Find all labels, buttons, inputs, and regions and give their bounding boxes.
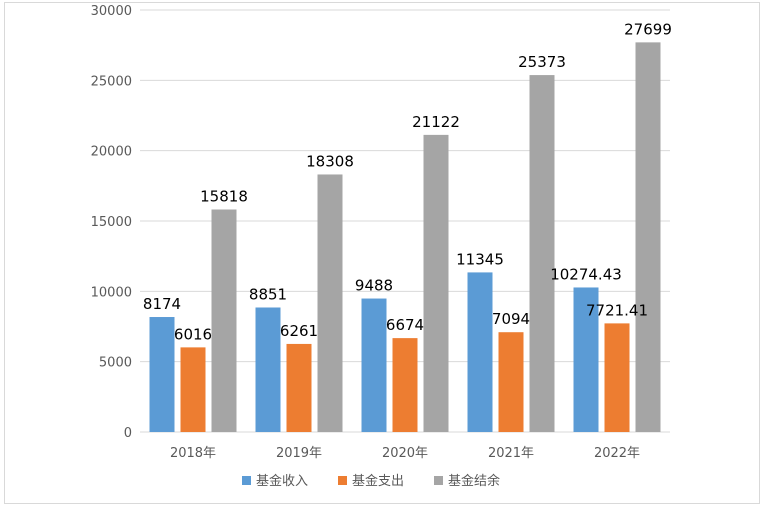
data-label: 8174 — [143, 295, 181, 313]
data-label: 6261 — [280, 322, 318, 340]
y-tick-label: 0 — [124, 426, 132, 441]
x-tick-label: 2021年 — [488, 446, 534, 461]
legend-entry: 基金结余 — [448, 473, 500, 489]
data-label: 6674 — [386, 316, 424, 334]
bar — [423, 134, 449, 433]
y-tick-label: 30000 — [91, 4, 132, 19]
y-tick-label: 25000 — [91, 74, 132, 89]
data-label: 25373 — [518, 53, 566, 71]
y-axis-ticks: 0 5000 10000 15000 20000 25000 30000 — [91, 4, 132, 441]
data-label: 9488 — [355, 277, 393, 295]
data-label: 27699 — [624, 20, 672, 38]
data-label: 7094 — [492, 310, 530, 328]
bar — [286, 343, 312, 432]
bar — [211, 209, 237, 432]
data-label: 8851 — [249, 285, 287, 303]
legend-swatch — [338, 476, 347, 485]
bar — [467, 272, 493, 432]
legend-swatch — [434, 476, 443, 485]
data-label: 6016 — [174, 325, 212, 343]
y-tick-label: 20000 — [91, 145, 132, 160]
legend: 基金收入 基金支出 基金结余 — [242, 473, 500, 489]
bar — [635, 42, 661, 432]
x-tick-label: 2022年 — [594, 446, 640, 461]
bars — [149, 42, 661, 433]
data-label: 11345 — [456, 250, 504, 268]
data-label: 21122 — [412, 113, 460, 131]
bar — [573, 287, 599, 432]
data-label: 15818 — [200, 187, 248, 205]
bar — [498, 332, 524, 432]
x-tick-label: 2020年 — [382, 446, 428, 461]
legend-swatch — [242, 476, 251, 485]
data-label: 18308 — [306, 152, 354, 170]
y-tick-label: 15000 — [91, 215, 132, 230]
legend-entry: 基金收入 — [256, 473, 308, 489]
data-labels: 8174 6016 15818 8851 6261 18308 9488 6674 21122 1… — [143, 20, 672, 343]
x-axis-ticks: 2018年 2019年 2020年 2021年 2022年 — [170, 446, 640, 461]
x-tick-label: 2018年 — [170, 446, 216, 461]
bar — [529, 75, 555, 433]
legend-entry: 基金支出 — [352, 473, 404, 489]
bar — [361, 298, 387, 432]
x-tick-label: 2019年 — [276, 446, 322, 461]
bar — [317, 174, 343, 432]
bar — [180, 347, 206, 432]
bar — [255, 307, 281, 432]
bar — [392, 338, 418, 432]
y-tick-label: 10000 — [91, 285, 132, 300]
bar — [149, 317, 175, 432]
data-label: 10274.43 — [550, 265, 622, 283]
bar — [604, 323, 630, 432]
data-label: 7721.41 — [586, 301, 648, 319]
y-tick-label: 5000 — [99, 356, 132, 371]
